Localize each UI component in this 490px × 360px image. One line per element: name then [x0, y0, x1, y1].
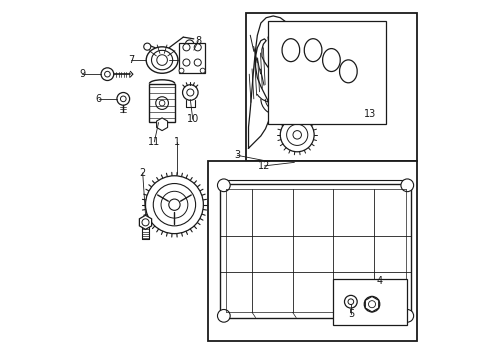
Bar — [268, 21, 386, 123]
Bar — [208, 161, 417, 341]
Circle shape — [401, 310, 414, 322]
Text: 6: 6 — [96, 94, 101, 104]
Circle shape — [218, 179, 230, 192]
Circle shape — [117, 93, 130, 105]
Circle shape — [169, 199, 180, 210]
Circle shape — [368, 301, 375, 308]
Circle shape — [200, 68, 205, 73]
Circle shape — [218, 310, 230, 322]
Circle shape — [144, 43, 151, 50]
Polygon shape — [365, 296, 379, 312]
Text: 1: 1 — [174, 137, 180, 147]
Circle shape — [280, 118, 314, 152]
Bar — [245, 13, 417, 161]
Circle shape — [159, 100, 165, 106]
Circle shape — [364, 296, 380, 312]
Circle shape — [101, 68, 114, 81]
Circle shape — [401, 179, 414, 192]
Text: 8: 8 — [196, 36, 201, 46]
Circle shape — [183, 59, 190, 66]
Circle shape — [179, 68, 184, 73]
Circle shape — [194, 59, 201, 66]
Circle shape — [156, 97, 169, 109]
Circle shape — [183, 85, 198, 100]
Circle shape — [153, 184, 196, 226]
Circle shape — [187, 89, 194, 96]
Text: 4: 4 — [377, 275, 383, 285]
Text: 7: 7 — [128, 55, 135, 65]
Text: 13: 13 — [364, 109, 376, 119]
Circle shape — [183, 44, 190, 51]
Text: 9: 9 — [79, 69, 85, 79]
Circle shape — [142, 219, 149, 226]
Circle shape — [287, 124, 308, 145]
Bar — [149, 84, 175, 122]
Circle shape — [344, 295, 357, 308]
Circle shape — [104, 71, 110, 77]
Circle shape — [348, 299, 354, 305]
Circle shape — [161, 191, 188, 218]
Polygon shape — [139, 215, 151, 229]
Text: 5: 5 — [348, 309, 354, 319]
Bar — [333, 279, 407, 325]
Circle shape — [185, 40, 194, 48]
Text: 12: 12 — [258, 161, 270, 171]
Bar — [179, 43, 205, 73]
Text: 10: 10 — [187, 114, 199, 124]
Circle shape — [293, 131, 301, 139]
Circle shape — [194, 44, 201, 51]
Text: 11: 11 — [148, 137, 160, 147]
Circle shape — [121, 96, 126, 102]
Text: 3: 3 — [234, 150, 240, 160]
Text: 2: 2 — [140, 168, 146, 178]
Circle shape — [146, 176, 203, 234]
Polygon shape — [157, 118, 168, 131]
